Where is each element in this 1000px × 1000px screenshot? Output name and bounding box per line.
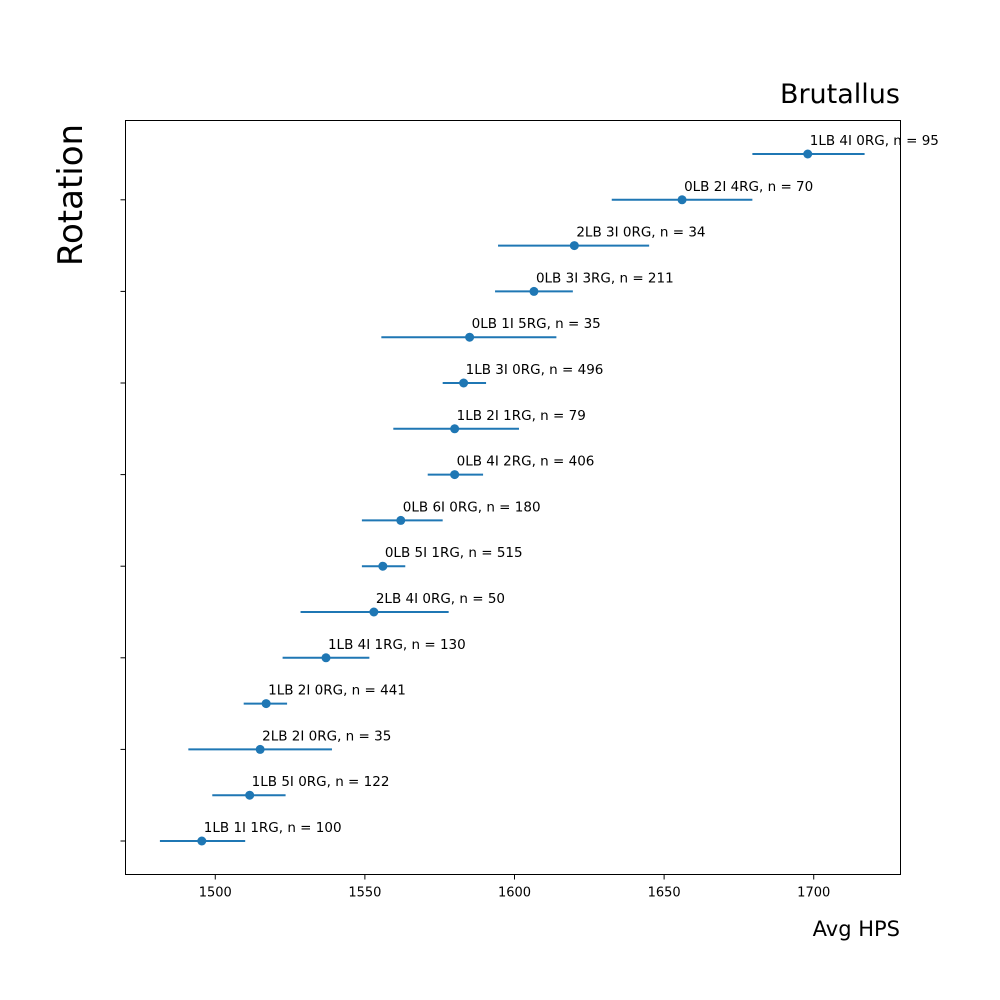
chart-title: Brutallus	[780, 79, 900, 110]
data-point	[396, 515, 406, 525]
data-point	[803, 149, 813, 159]
point-label: 0LB 1I 5RG, n = 35	[472, 316, 601, 332]
y-axis-label: Rotation	[51, 124, 91, 266]
data-point	[378, 561, 388, 571]
point-label: 0LB 5I 1RG, n = 515	[385, 545, 523, 561]
point-label: 0LB 2I 4RG, n = 70	[684, 179, 813, 195]
data-point	[321, 653, 331, 663]
point-label: 2LB 3I 0RG, n = 34	[576, 225, 705, 241]
x-axis-label: Avg HPS	[813, 917, 900, 941]
data-point	[369, 607, 379, 617]
data-points: 1LB 1I 1RG, n = 100 1LB 5I 0RG, n = 122 2L…	[159, 133, 939, 846]
data-point	[569, 241, 579, 251]
point-label: 1LB 3I 0RG, n = 496	[466, 362, 604, 378]
point-label: 1LB 2I 0RG, n = 441	[268, 683, 406, 699]
data-point	[197, 836, 207, 846]
point-label: 1LB 4I 0RG, n = 95	[810, 133, 939, 149]
point-label: 1LB 4I 1RG, n = 130	[328, 637, 466, 653]
data-point	[465, 332, 475, 342]
point-label: 0LB 6I 0RG, n = 180	[403, 499, 541, 515]
x-tick-label: 1700	[797, 886, 830, 901]
plot-frame	[125, 120, 901, 875]
y-axis-ticks	[120, 199, 126, 842]
point-label: 1LB 5I 0RG, n = 122	[252, 774, 390, 790]
point-label: 0LB 4I 2RG, n = 406	[457, 454, 595, 470]
data-point	[677, 195, 687, 205]
point-label: 1LB 2I 1RG, n = 79	[457, 408, 586, 424]
point-label: 0LB 3I 3RG, n = 211	[536, 270, 674, 286]
data-point	[450, 470, 460, 480]
x-tick-label: 1550	[348, 886, 381, 901]
data-point	[459, 378, 469, 388]
x-tick-label: 1600	[498, 886, 531, 901]
data-point	[450, 424, 460, 434]
x-tick-label: 1500	[199, 886, 232, 901]
x-axis-ticks: 1500 1550 1600 1650 1700	[199, 874, 830, 901]
point-label: 2LB 2I 0RG, n = 35	[262, 728, 391, 744]
data-point	[529, 286, 539, 296]
point-label: 2LB 4I 0RG, n = 50	[376, 591, 505, 607]
point-label: 1LB 1I 1RG, n = 100	[204, 820, 342, 836]
x-tick-label: 1650	[648, 886, 681, 901]
data-point	[245, 790, 255, 800]
data-point	[255, 744, 265, 754]
data-point	[261, 699, 271, 709]
